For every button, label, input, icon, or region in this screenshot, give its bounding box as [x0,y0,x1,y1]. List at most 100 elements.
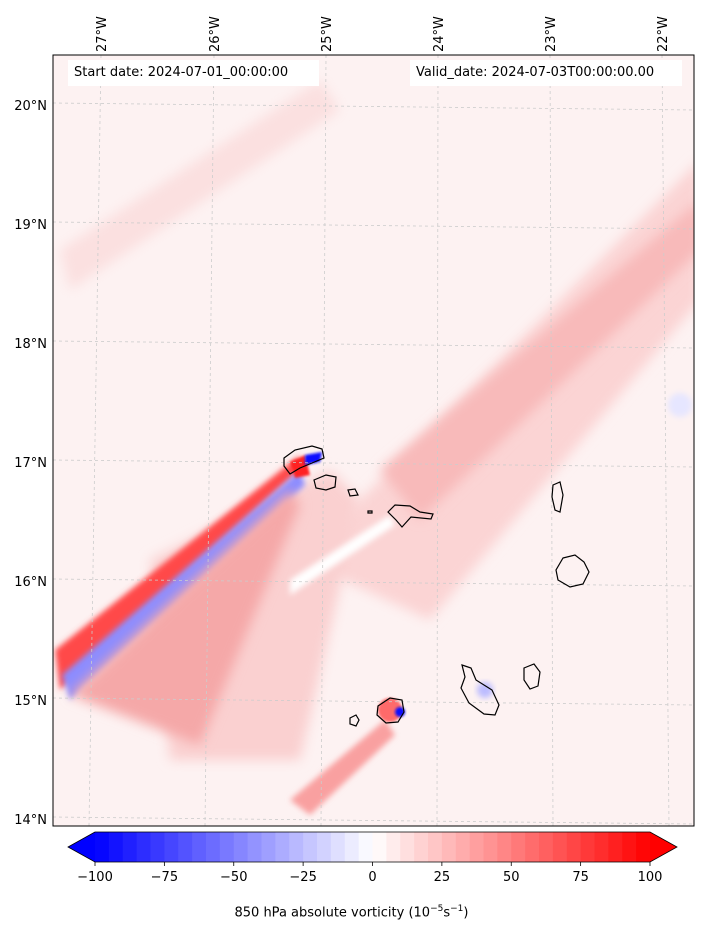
colorbar-tick-label: 75 [572,870,589,885]
island-maio [523,663,541,690]
colorbar-cell [150,832,165,862]
negative-patch-east [668,393,692,417]
colorbar-cell [455,832,471,862]
colorbar-title-exp1: −5 [430,904,444,914]
colorbar-cell [303,832,318,862]
colorbar-cell [317,832,332,862]
lon-label-27w: 27°W [95,16,110,52]
colorbar-cell [483,832,498,862]
colorbar-cell [469,832,485,862]
positive-streak-nw [60,80,340,290]
colorbar-cell [178,832,193,862]
colorbar-cell [289,832,304,862]
colorbar-cell [622,832,637,862]
lon-label-26w: 26°W [208,16,223,52]
colorbar-cell [441,832,457,862]
colorbar-tick-label: −50 [220,870,247,885]
lat-labels: 20°N 19°N 18°N 17°N 16°N 15°N 14°N [14,99,47,828]
meridian-24w [436,54,439,827]
colorbar-cell [594,832,609,862]
positive-wake-fogo [290,720,395,815]
colorbar-cell [400,832,415,862]
colorbar-title-exp2: −1 [450,904,464,914]
colorbar-cell [580,832,596,862]
parallel-17n [52,459,695,468]
meridian-23w [549,54,554,827]
negative-vortex-santo-antao [305,452,322,465]
parallel-19n [52,221,695,230]
meridian-27w [88,54,102,827]
colorbar-tick-label: 50 [503,870,520,885]
lon-label-22w: 22°W [656,16,671,52]
colorbar-cell [414,832,429,862]
colorbar-cell [206,832,221,862]
colorbar-cell [275,832,290,862]
lat-label-16n: 16°N [14,575,47,590]
island-santo-antao [283,445,325,475]
meridian-26w [204,54,215,827]
colorbar-cell [539,832,554,862]
colorbar-cell [164,832,179,862]
lat-label-18n: 18°N [14,337,47,352]
lat-label-19n: 19°N [14,218,47,233]
colorbar-cells [95,832,651,862]
island-sao-nicolau [387,504,434,528]
colorbar-cell [566,832,582,862]
lat-label-15n: 15°N [14,694,47,709]
colorbar: −100 −75 −50 −25 0 25 50 75 100 [67,831,678,885]
island-brava [349,714,360,727]
vorticity-field [53,55,694,826]
colorbar-cell [247,832,263,862]
start-date-text: Start date: 2024-07-01_00:00:00 [74,65,289,80]
colorbar-tick-label: 0 [368,870,376,885]
negative-patch-boavista [477,682,493,698]
island-fogo [376,697,405,724]
colorbar-ticks: −100 −75 −50 −25 0 25 50 75 100 [77,862,662,885]
colorbar-cell [108,832,124,862]
colorbar-cell [552,832,568,862]
positive-vortex-fogo [378,698,402,722]
colorbar-cell [219,832,235,862]
colorbar-tick-label: −75 [151,870,178,885]
map-frame [52,54,695,827]
parallel-20n [52,102,695,111]
positive-band-core [380,205,694,520]
colorbar-cell [261,832,276,862]
colorbar-cell [330,832,346,862]
colorbar-cell [136,832,152,862]
parallel-15n [52,697,695,706]
colorbar-cell [386,832,401,862]
colorbar-title-prefix: 850 hPa absolute vorticity (10 [234,905,431,921]
island-santa-luzia [347,488,359,497]
valid-date-box: Valid_date: 2024-07-03T00:00:00.00 [410,60,682,86]
colorbar-tick-label: 25 [434,870,451,885]
colorbar-tick-label: −100 [77,870,113,885]
colorbar-cell [525,832,540,862]
island-boa-vista [555,554,590,588]
colorbar-extend-min-arrow [68,832,95,862]
parallel-18n [52,340,695,349]
colorbar-title-unit: s [443,905,451,921]
start-date-box: Start date: 2024-07-01_00:00:00 [68,60,319,86]
valid-date-text: Valid_date: 2024-07-03T00:00:00.00 [416,65,655,80]
colorbar-cell [358,832,374,862]
colorbar-cell [608,832,623,862]
colorbar-cell [95,832,110,862]
colorbar-cell [497,832,512,862]
island-sao-vicente [313,474,337,491]
negative-wake-streak [62,470,305,700]
colorbar-tick-label: −25 [289,870,316,885]
colorbar-title: 850 hPa absolute vorticity (10−5s−1) [0,904,703,920]
lat-label-17n: 17°N [14,456,47,471]
colorbar-title-suffix: ) [463,905,469,921]
lon-label-23w: 23°W [544,16,559,52]
lat-label-20n: 20°N [14,99,47,114]
parallel-16n [52,578,695,587]
colorbar-cell [511,832,526,862]
colorbar-extend-max-arrow [650,832,677,862]
graticule [52,54,695,827]
coastlines [283,445,590,727]
lon-label-24w: 24°W [432,16,447,52]
positive-wake-secondary [70,490,300,745]
